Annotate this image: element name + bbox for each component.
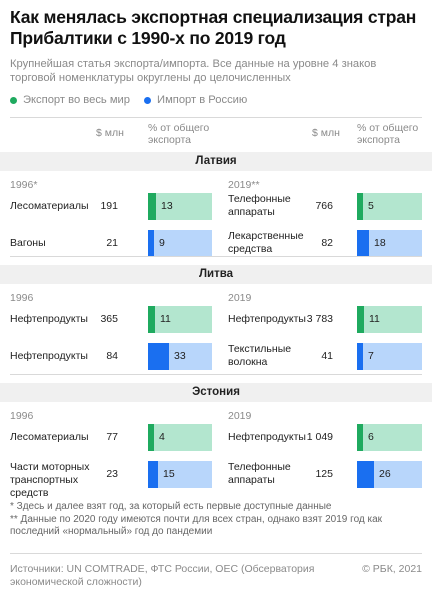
share-bar bbox=[357, 461, 374, 488]
legend-item-export: Экспорт во весь мир bbox=[10, 94, 130, 106]
column-header-value-left: $ млн bbox=[96, 127, 124, 139]
item-value: 77 bbox=[106, 431, 118, 443]
share-bar-track: 6 bbox=[357, 424, 422, 451]
share-label: 9 bbox=[159, 237, 165, 249]
item-name: Части моторных транспортных средств bbox=[10, 461, 90, 499]
share-label: 4 bbox=[159, 431, 165, 443]
share-bar-track: 26 bbox=[357, 461, 422, 488]
item-value: 3 783 bbox=[306, 313, 333, 325]
footnote-2: ** Данные по 2020 году имеются почти для… bbox=[10, 513, 383, 538]
section-divider bbox=[10, 374, 422, 375]
legend-item-import: Импорт в Россию bbox=[144, 94, 247, 106]
item-value: 365 bbox=[100, 313, 118, 325]
share-bar-track: 15 bbox=[148, 461, 212, 488]
item-value: 766 bbox=[315, 200, 333, 212]
share-label: 33 bbox=[174, 350, 186, 362]
share-bar bbox=[357, 230, 369, 257]
share-bar-track: 4 bbox=[148, 424, 212, 451]
item-name: Вагоны bbox=[10, 237, 46, 249]
year-label-right: 2019 bbox=[228, 410, 252, 422]
item-name: Нефтепродукты bbox=[228, 431, 306, 443]
item-name: Текстильные волокна bbox=[228, 343, 292, 368]
footnote-1: * Здесь и далее взят год, за который ест… bbox=[10, 501, 332, 512]
legend-dot-export bbox=[10, 96, 17, 104]
share-bar-track: 11 bbox=[148, 306, 212, 333]
sources: Источники: UN COMTRADE, ФТС России, OEC … bbox=[10, 563, 315, 588]
column-header-share-left: % от общего экспорта bbox=[148, 122, 210, 146]
chart-title: Как менялась экспортная специализация ст… bbox=[10, 7, 417, 48]
share-bar bbox=[148, 193, 156, 220]
share-bar bbox=[148, 230, 154, 257]
item-value: 23 bbox=[106, 468, 118, 480]
item-name: Нефтепродукты bbox=[10, 350, 88, 362]
share-bar bbox=[357, 193, 363, 220]
country-header: Литва bbox=[0, 265, 432, 284]
bottom-divider bbox=[10, 553, 422, 554]
footnotes: * Здесь и далее взят год, за который ест… bbox=[10, 501, 422, 539]
share-bar-track: 33 bbox=[148, 343, 212, 370]
share-bar bbox=[357, 424, 363, 451]
chart-subtitle: Крупнейшая статья экспорта/импорта. Все … bbox=[10, 58, 377, 84]
item-value: 21 bbox=[106, 237, 118, 249]
share-label: 18 bbox=[374, 237, 386, 249]
legend: Экспорт во весь мир Импорт в Россию bbox=[10, 93, 261, 107]
share-bar bbox=[357, 306, 364, 333]
share-bar-track: 7 bbox=[357, 343, 422, 370]
item-value: 1 049 bbox=[306, 431, 333, 443]
share-bar-track: 5 bbox=[357, 193, 422, 220]
country-header: Эстония bbox=[0, 383, 432, 402]
item-name: Нефтепродукты bbox=[10, 313, 88, 325]
column-header-share-right: % от общего экспорта bbox=[357, 122, 419, 146]
item-name: Нефтепродукты bbox=[228, 313, 306, 325]
item-name: Лесоматериалы bbox=[10, 431, 89, 443]
share-bar bbox=[148, 343, 169, 370]
share-label: 11 bbox=[369, 313, 380, 325]
top-divider bbox=[10, 117, 422, 118]
legend-label-import: Импорт в Россию bbox=[157, 94, 248, 106]
share-label: 26 bbox=[379, 468, 391, 480]
share-label: 13 bbox=[161, 200, 173, 212]
column-header-value-right: $ млн bbox=[312, 127, 340, 139]
year-label-left: 1996 bbox=[10, 410, 34, 422]
share-label: 11 bbox=[160, 313, 171, 325]
legend-dot-import bbox=[144, 96, 152, 104]
year-label-left: 1996* bbox=[10, 179, 38, 191]
share-bar bbox=[148, 461, 158, 488]
share-bar bbox=[148, 424, 154, 451]
share-bar-track: 18 bbox=[357, 230, 422, 257]
share-bar-track: 9 bbox=[148, 230, 212, 257]
year-label-left: 1996 bbox=[10, 292, 34, 304]
section-divider bbox=[10, 256, 422, 257]
brand-copyright: © РБК, 2021 bbox=[362, 563, 422, 575]
item-value: 82 bbox=[321, 237, 333, 249]
share-label: 7 bbox=[368, 350, 374, 362]
country-header: Латвия bbox=[0, 152, 432, 171]
share-bar bbox=[357, 343, 363, 370]
share-label: 6 bbox=[368, 431, 374, 443]
item-value: 41 bbox=[321, 350, 333, 362]
share-bar-track: 13 bbox=[148, 193, 212, 220]
share-label: 15 bbox=[163, 468, 175, 480]
item-value: 84 bbox=[106, 350, 118, 362]
share-label: 5 bbox=[368, 200, 374, 212]
item-name: Лесоматериалы bbox=[10, 200, 89, 212]
item-value: 125 bbox=[315, 468, 333, 480]
item-name: Телефонные аппараты bbox=[228, 461, 291, 486]
legend-label-export: Экспорт во весь мир bbox=[23, 94, 131, 106]
share-bar bbox=[148, 306, 155, 333]
year-label-right: 2019 bbox=[228, 292, 252, 304]
item-name: Лекарственные средства bbox=[228, 230, 304, 255]
item-name: Телефонные аппараты bbox=[228, 193, 291, 218]
item-value: 191 bbox=[100, 200, 118, 212]
share-bar-track: 11 bbox=[357, 306, 422, 333]
year-label-right: 2019** bbox=[228, 179, 260, 191]
